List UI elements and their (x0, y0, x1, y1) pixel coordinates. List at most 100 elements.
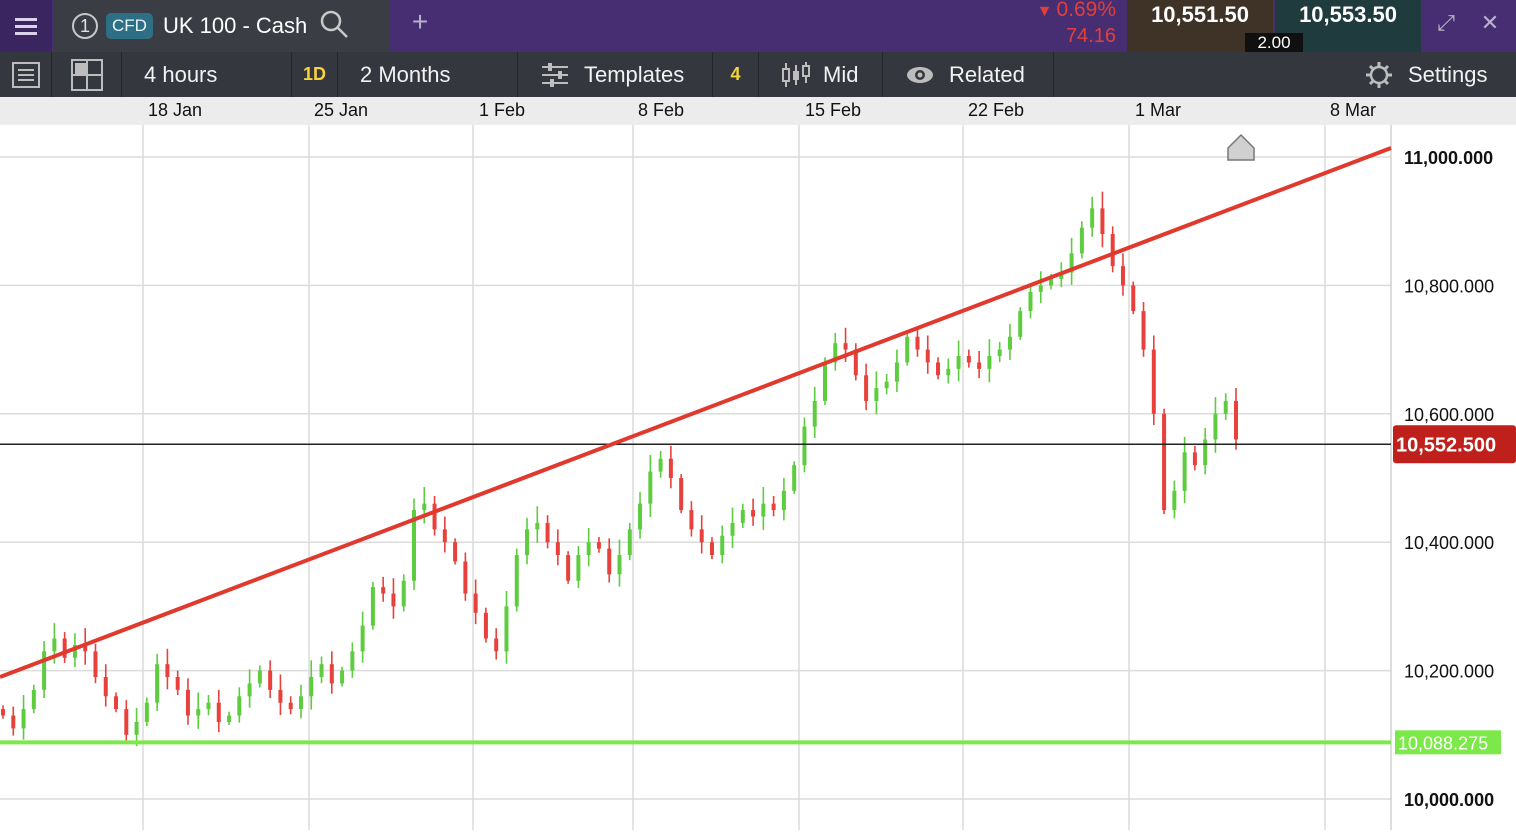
candle-body (42, 651, 47, 690)
home-icon (1227, 133, 1255, 161)
sliders-icon (542, 62, 568, 87)
candle-body (936, 362, 941, 376)
candle-body (298, 696, 303, 710)
candle-body (442, 529, 447, 543)
candle-body (391, 593, 396, 607)
eye-icon (907, 66, 933, 83)
candle-body (360, 625, 365, 652)
tab-number-badge: 1 (72, 13, 98, 39)
price-chart[interactable]: 11,000.000 10,800.000 10,600.000 10,400.000… (0, 125, 1516, 830)
candle-body (31, 689, 36, 710)
candle-body (1120, 266, 1125, 286)
candle-body (648, 471, 653, 504)
candle-body (1079, 227, 1084, 254)
candle-body (1203, 439, 1208, 466)
candle-body (494, 638, 499, 652)
candle-body (165, 664, 170, 678)
sell-button[interactable]: 10,551.50 (1127, 0, 1273, 52)
period-selector[interactable]: 2 Months (338, 52, 518, 97)
candle-body (370, 587, 375, 626)
candle-body (72, 644, 77, 658)
candle-body (62, 638, 67, 658)
candle-body (1018, 311, 1023, 337)
period-badge[interactable]: 1D (292, 52, 338, 97)
candle-body (319, 664, 324, 678)
period-badge-label: 1D (302, 64, 326, 84)
candle-body (309, 677, 314, 697)
candle-body (329, 664, 334, 684)
candle-body (340, 670, 345, 684)
candle-body (709, 542, 714, 556)
y-tick-label: 10,000.000 (1404, 790, 1494, 810)
add-tab-button[interactable]: + (411, 6, 429, 37)
candle-body (268, 670, 273, 690)
candle-body (596, 542, 601, 549)
close-icon[interactable]: ✕ (1480, 10, 1500, 35)
layout-icon[interactable] (52, 52, 122, 97)
candle-body (1182, 452, 1187, 491)
instrument-type-badge: CFD (106, 13, 153, 39)
spread-value: 2.00 (1245, 33, 1303, 53)
x-tick-label: 22 Feb (968, 100, 1025, 120)
candle-body (52, 638, 57, 652)
candle-body (422, 503, 427, 511)
candle-body (227, 715, 232, 722)
menu-button[interactable] (0, 0, 52, 52)
indicator-count-badge[interactable]: 4 (713, 52, 759, 97)
y-tick-label: 10,800.000 (1404, 276, 1494, 296)
search-icon[interactable] (319, 9, 349, 44)
candle-body (812, 400, 817, 427)
expand-icon[interactable]: ⤢ (1437, 10, 1455, 35)
candle-body (1234, 400, 1238, 440)
related-button[interactable]: Related (883, 52, 1054, 97)
candle-body (1007, 336, 1012, 350)
chart-svg[interactable]: 11,000.000 10,800.000 10,600.000 10,400.000… (0, 125, 1516, 830)
candle-body (237, 696, 242, 716)
candle-body (884, 381, 889, 389)
candle-body (288, 702, 293, 710)
candle-body (381, 587, 386, 594)
candle-body (1141, 311, 1146, 350)
instrument-tab[interactable]: 1 CFD UK 100 - Cash (54, 0, 389, 52)
support-line-label: 10,088.275 (1398, 733, 1488, 753)
hamburger-icon (15, 24, 37, 28)
daily-change: ▼ 0.69% 74.16 (1000, 0, 1122, 52)
interval-selector[interactable]: 4 hours (122, 52, 292, 97)
candle-body (987, 356, 992, 369)
list-icon[interactable] (0, 52, 52, 97)
candle-body (730, 522, 735, 536)
support-line-tag (1395, 730, 1501, 755)
candlestick-icon (782, 61, 810, 87)
candle-body (504, 606, 509, 652)
candle-body (514, 555, 519, 607)
price-type-selector[interactable]: Mid (759, 52, 883, 97)
candle-body (699, 529, 704, 543)
candle-body (864, 375, 869, 401)
settings-button[interactable]: Settings (1350, 52, 1516, 97)
x-tick-label: 1 Feb (479, 100, 526, 120)
candle-body (627, 529, 632, 556)
candle-body (412, 510, 416, 581)
candle-body (11, 715, 16, 729)
candle-body (134, 721, 139, 735)
candle-body (206, 702, 211, 710)
candle-body (535, 522, 540, 530)
candle-body (586, 542, 591, 556)
current-price-label: 10,552.500 (1396, 434, 1496, 456)
candle-body (257, 670, 262, 684)
time-axis[interactable]: 18 Jan 25 Jan 1 Feb 8 Feb 15 Feb 22 Feb … (0, 97, 1516, 125)
candle-body (1038, 285, 1043, 292)
sell-price: 10,551.50 (1151, 2, 1249, 27)
candle-body (483, 612, 488, 639)
settings-label: Settings (1408, 61, 1488, 87)
candle-body (555, 542, 560, 556)
candle-body (833, 343, 838, 363)
templates-label: Templates (584, 61, 685, 87)
candle-body (1059, 272, 1064, 279)
templates-button[interactable]: Templates (518, 52, 713, 97)
candle-body (689, 510, 694, 530)
candle-body (751, 510, 756, 517)
candle-body (525, 529, 530, 556)
candle-body (823, 362, 827, 401)
candle-body (668, 458, 673, 478)
